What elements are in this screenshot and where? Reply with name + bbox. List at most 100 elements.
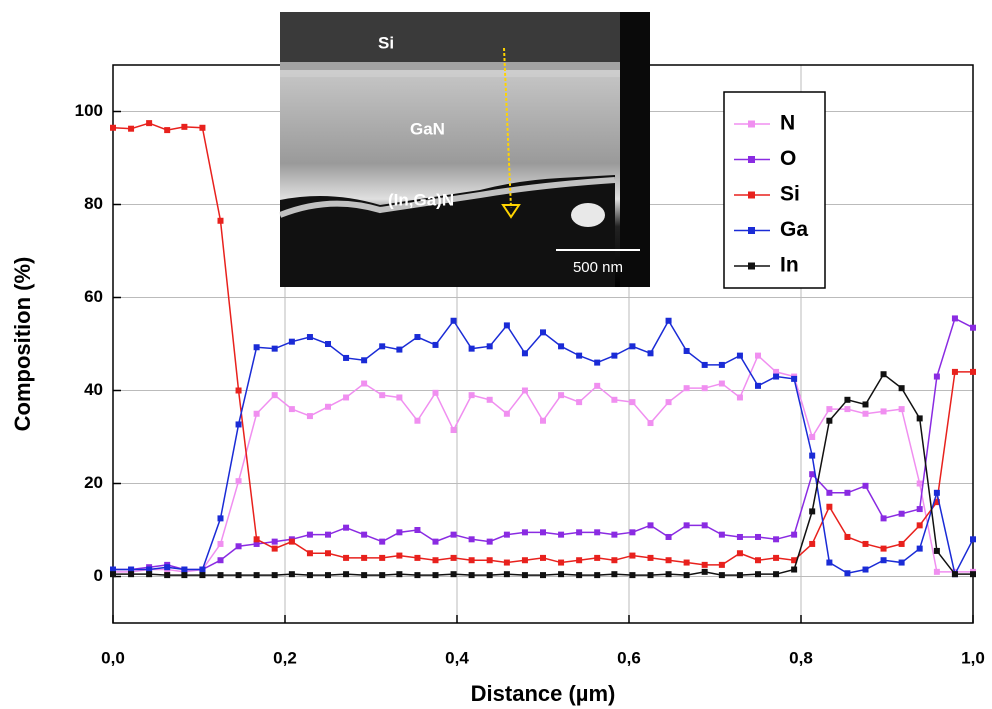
data-point bbox=[701, 568, 708, 575]
legend-box bbox=[723, 91, 826, 289]
data-point bbox=[773, 554, 780, 561]
data-point bbox=[486, 396, 493, 403]
data-point bbox=[611, 571, 618, 578]
data-point bbox=[665, 399, 672, 406]
data-point bbox=[665, 571, 672, 578]
data-point bbox=[809, 471, 816, 478]
data-point bbox=[540, 529, 546, 536]
data-point bbox=[736, 572, 743, 579]
data-point bbox=[880, 371, 887, 378]
data-point bbox=[718, 380, 725, 387]
x-tick-label: 0,8 bbox=[789, 648, 813, 667]
data-point bbox=[306, 413, 313, 420]
data-point bbox=[288, 338, 295, 345]
data-point bbox=[288, 538, 295, 545]
data-point bbox=[450, 531, 457, 538]
data-point bbox=[164, 564, 171, 571]
inset-label: Si bbox=[378, 33, 394, 52]
data-point bbox=[791, 375, 798, 382]
data-point bbox=[540, 329, 546, 336]
data-point bbox=[217, 217, 224, 224]
data-point bbox=[468, 392, 475, 399]
data-point bbox=[826, 503, 833, 510]
data-point bbox=[325, 550, 331, 557]
data-point bbox=[325, 531, 331, 538]
data-point bbox=[450, 317, 457, 324]
data-point bbox=[164, 572, 171, 579]
data-point bbox=[611, 557, 618, 564]
data-point bbox=[933, 373, 940, 380]
data-point bbox=[611, 531, 618, 538]
data-point bbox=[736, 352, 743, 359]
data-point bbox=[576, 399, 583, 406]
data-point bbox=[199, 124, 206, 131]
data-point bbox=[468, 572, 475, 579]
data-point bbox=[343, 394, 350, 401]
data-point bbox=[468, 345, 475, 352]
data-point bbox=[306, 531, 313, 538]
data-point bbox=[558, 571, 565, 578]
data-point bbox=[361, 380, 368, 387]
data-point bbox=[916, 415, 923, 422]
data-point bbox=[844, 396, 851, 403]
particle bbox=[571, 203, 605, 227]
inset-image: Si GaN (In,Ga)N 500 nm bbox=[278, 12, 650, 287]
data-point bbox=[325, 341, 331, 347]
data-point bbox=[432, 538, 439, 545]
data-point bbox=[432, 572, 439, 579]
data-point bbox=[647, 420, 654, 427]
edge bbox=[620, 12, 650, 287]
data-point bbox=[665, 317, 672, 324]
data-point bbox=[503, 571, 510, 578]
legend-label: N bbox=[780, 112, 795, 135]
data-point bbox=[755, 382, 761, 389]
data-point bbox=[576, 352, 583, 359]
data-point bbox=[898, 406, 905, 413]
y-tick-label: 20 bbox=[84, 473, 103, 492]
data-point bbox=[379, 538, 386, 545]
data-point bbox=[181, 566, 188, 573]
data-point bbox=[809, 434, 816, 440]
legend-label: In bbox=[780, 254, 799, 277]
data-point bbox=[736, 550, 743, 557]
data-point bbox=[396, 571, 403, 578]
data-point bbox=[503, 410, 510, 417]
data-point bbox=[594, 572, 601, 579]
data-point bbox=[271, 345, 278, 352]
data-point bbox=[414, 527, 421, 533]
data-point bbox=[271, 572, 278, 579]
data-point bbox=[809, 508, 816, 515]
data-point bbox=[486, 572, 493, 579]
data-point bbox=[128, 125, 135, 132]
data-point bbox=[235, 387, 242, 394]
data-point bbox=[379, 392, 386, 399]
data-point bbox=[558, 343, 565, 350]
data-point bbox=[325, 572, 331, 579]
data-point bbox=[933, 568, 940, 575]
ingan-layer bbox=[278, 177, 616, 218]
data-point bbox=[396, 394, 403, 401]
y-tick-label: 0 bbox=[94, 566, 103, 585]
data-point bbox=[755, 557, 761, 564]
data-point bbox=[594, 554, 601, 561]
data-point bbox=[306, 334, 313, 341]
data-point bbox=[235, 543, 242, 550]
data-point bbox=[898, 559, 905, 566]
data-point bbox=[521, 350, 528, 357]
data-point bbox=[217, 540, 224, 547]
data-point bbox=[146, 571, 153, 578]
data-point bbox=[736, 394, 743, 401]
data-point bbox=[951, 368, 958, 375]
data-point bbox=[594, 529, 601, 536]
legend-label: O bbox=[780, 147, 796, 170]
inset-label: GaN bbox=[410, 119, 445, 138]
data-point bbox=[128, 566, 135, 573]
data-point bbox=[540, 554, 546, 561]
data-point bbox=[235, 572, 242, 579]
data-point bbox=[253, 344, 260, 351]
legend-marker bbox=[748, 227, 755, 234]
data-point bbox=[809, 452, 816, 459]
data-point bbox=[521, 387, 528, 394]
data-point bbox=[718, 561, 725, 568]
